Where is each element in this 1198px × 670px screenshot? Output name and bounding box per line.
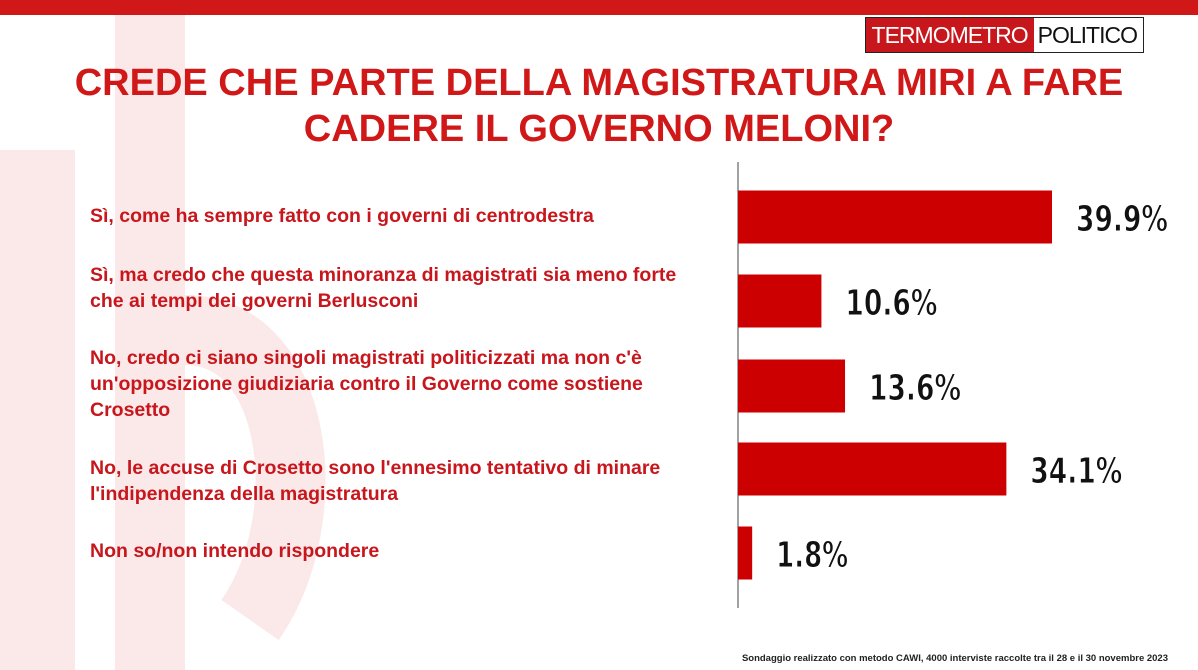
category-label-5: Non so/non intendo rispondere [90, 540, 380, 562]
category-label-4: No, le accuse di Crosetto sono l'ennesim… [90, 457, 661, 505]
logo-watermark [0, 15, 326, 670]
category-label-3: No, credo ci siano singoli magistrati po… [90, 347, 643, 421]
data-label-5: 1.8% [776, 535, 848, 576]
data-label-2: 10.6% [845, 283, 937, 324]
data-label-1: 39.9% [1076, 199, 1168, 240]
data-label-3: 13.6% [869, 368, 961, 409]
bar-3 [738, 359, 846, 413]
footnote: Sondaggio realizzato con metodo CAWI, 40… [741, 653, 1168, 664]
termometro-politico-logo: TERMOMETRO POLITICO [864, 17, 1144, 53]
category-label-1: Sì, come ha sempre fatto con i governi d… [90, 205, 594, 227]
logo-red-text: TERMOMETRO [865, 18, 1034, 52]
top-accent-bar [0, 0, 1198, 15]
data-label-4: 34.1% [1030, 451, 1122, 492]
bar-1 [738, 190, 1053, 244]
logo-white-text: POLITICO [1037, 22, 1138, 48]
bar-4 [738, 442, 1007, 496]
bar-5 [738, 526, 753, 580]
category-label-2: Sì, ma credo che questa minoranza di mag… [90, 264, 677, 312]
chart-title: CREDE CHE PARTE DELLA MAGISTRATURA MIRI … [0, 60, 1198, 152]
bar-2 [738, 274, 822, 328]
chart-title-text: CREDE CHE PARTE DELLA MAGISTRATURA MIRI … [74, 62, 1124, 150]
